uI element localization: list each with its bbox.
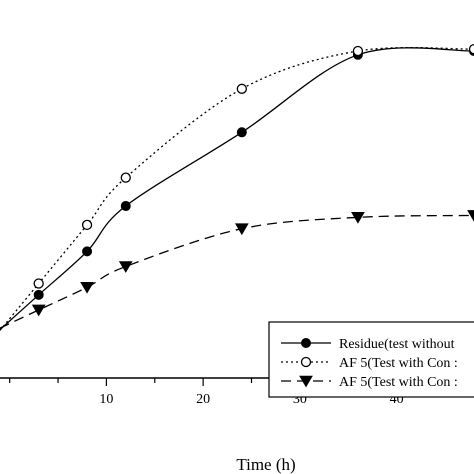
series-2 xyxy=(0,43,474,331)
data-point xyxy=(234,223,249,236)
legend-label: AF 5(Test with Con : xyxy=(339,375,458,390)
legend-label: Residue(test without xyxy=(339,337,455,352)
data-point xyxy=(351,212,365,224)
x-axis-title: Time (h) xyxy=(236,455,295,474)
series-line xyxy=(0,46,474,331)
series-3 xyxy=(0,210,474,329)
data-point xyxy=(33,278,44,289)
x-tick-label: 20 xyxy=(196,392,210,407)
data-point xyxy=(120,201,131,212)
series-line xyxy=(0,214,474,329)
data-point xyxy=(82,246,93,257)
data-point xyxy=(236,83,247,94)
legend-marker xyxy=(301,338,311,348)
data-point xyxy=(120,172,131,183)
plot-area xyxy=(0,43,474,331)
data-point xyxy=(31,304,46,317)
x-tick-label: 10 xyxy=(99,392,113,407)
data-point xyxy=(118,261,133,273)
data-point xyxy=(33,289,44,300)
legend-marker xyxy=(300,356,312,368)
data-point xyxy=(352,45,364,57)
data-point xyxy=(80,281,94,294)
legend-label: AF 5(Test with Con : xyxy=(339,356,458,371)
legend-marker xyxy=(299,375,313,388)
legend: Residue(test without AF 5(Test with Con :… xyxy=(268,321,474,398)
data-point xyxy=(81,219,93,231)
data-point xyxy=(467,210,474,222)
data-point xyxy=(468,43,474,55)
data-point xyxy=(236,127,247,138)
